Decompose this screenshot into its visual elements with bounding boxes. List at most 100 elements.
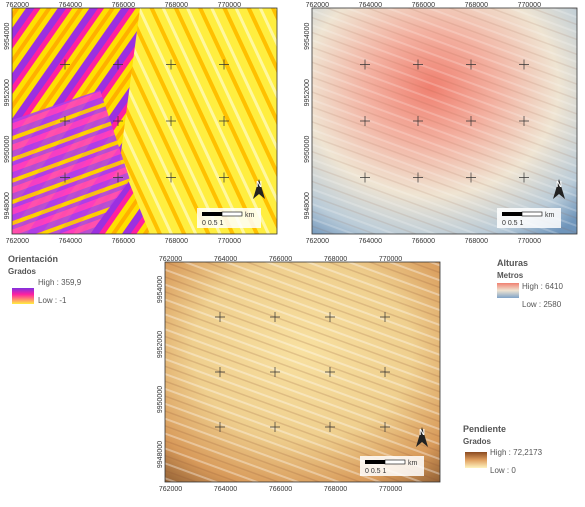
scale-labels: 0 0.5 1 [365, 468, 387, 475]
y-coordinate: 9950000 [304, 136, 311, 163]
x-coordinate: 768000 [165, 238, 188, 245]
legend-unit: Grados [463, 437, 492, 446]
scale-unit: km [245, 212, 255, 219]
crosshair [466, 59, 476, 70]
north-arrow [416, 427, 428, 447]
crosshair [466, 172, 476, 183]
crosshair [270, 312, 280, 322]
crosshair [60, 59, 70, 70]
crosshair [413, 116, 423, 126]
north-label: N [556, 180, 562, 189]
x-coordinate: 768000 [324, 256, 347, 263]
y-coordinate: 9952000 [304, 79, 311, 106]
x-coordinate: 770000 [518, 2, 541, 9]
y-coordinate: 9948000 [304, 192, 311, 219]
legend-high: High : 359,9 [38, 278, 82, 287]
crosshair [380, 312, 390, 322]
x-coordinate: 762000 [306, 238, 329, 245]
crosshair [360, 172, 370, 183]
legend-low: Low : -1 [38, 296, 67, 305]
crosshair [360, 116, 370, 126]
crosshair [270, 422, 280, 432]
crosshair [215, 367, 225, 377]
crosshair [325, 422, 335, 432]
legend-title: Orientación [8, 254, 58, 264]
legend-unit: Metros [497, 271, 524, 280]
crosshair [325, 367, 335, 377]
x-coordinate: 762000 [6, 238, 29, 245]
aspect-map [11, 7, 278, 235]
x-coordinate: 768000 [465, 238, 488, 245]
crosshair [270, 367, 280, 377]
slope-map [164, 261, 441, 483]
y-coordinate: 9950000 [157, 386, 164, 413]
legend-unit: Grados [8, 267, 37, 276]
crosshair [60, 172, 70, 183]
scale-labels: 0 0.5 1 [202, 220, 224, 227]
crosshair [166, 116, 176, 126]
x-coordinate: 768000 [165, 2, 188, 9]
crosshair [219, 172, 229, 183]
legend-low: Low : 0 [490, 466, 516, 475]
crosshair [166, 59, 176, 70]
crosshair [380, 422, 390, 432]
legend-title: Pendiente [463, 424, 506, 434]
legend-title: Alturas [497, 258, 528, 268]
y-coordinate: 9954000 [157, 276, 164, 303]
x-coordinate: 766000 [112, 238, 135, 245]
legend-ramp [497, 283, 519, 298]
x-coordinate: 764000 [59, 2, 82, 9]
x-coordinate: 770000 [518, 238, 541, 245]
north-arrow [553, 179, 565, 199]
crosshair [325, 312, 335, 322]
crosshair [113, 59, 123, 70]
scale-unit: km [408, 460, 418, 467]
elevation-map [311, 7, 578, 235]
x-coordinate: 764000 [359, 2, 382, 9]
x-coordinate: 762000 [159, 486, 182, 493]
scale-unit: km [545, 212, 555, 219]
x-coordinate: 770000 [379, 256, 402, 263]
x-coordinate: 764000 [214, 486, 237, 493]
y-coordinate: 9954000 [4, 23, 11, 50]
crosshair [360, 59, 370, 70]
scale-bar [365, 460, 385, 464]
scale-bar [221, 211, 243, 217]
x-coordinate: 768000 [465, 2, 488, 9]
x-coordinate: 766000 [412, 238, 435, 245]
scale-bar [502, 212, 522, 216]
scale-labels: 0 0.5 1 [502, 220, 524, 227]
x-coordinate: 770000 [379, 486, 402, 493]
x-coordinate: 768000 [324, 486, 347, 493]
y-coordinate: 9952000 [157, 331, 164, 358]
crosshair [519, 172, 529, 183]
y-coordinate: 9950000 [4, 136, 11, 163]
crosshair [60, 116, 70, 126]
scale-bar [521, 211, 543, 217]
legend-high: High : 72,2173 [490, 448, 543, 457]
x-coordinate: 766000 [269, 486, 292, 493]
legend-ramp [465, 452, 487, 468]
y-coordinate: 9948000 [4, 192, 11, 219]
x-coordinate: 762000 [159, 256, 182, 263]
crosshair [113, 116, 123, 126]
y-coordinate: 9954000 [304, 23, 311, 50]
scale-bar [202, 212, 222, 216]
north-label: N [256, 180, 262, 189]
legend-high: High : 6410 [522, 282, 563, 291]
crosshair [519, 116, 529, 126]
crosshair [219, 59, 229, 70]
x-coordinate: 764000 [359, 238, 382, 245]
crosshair [380, 367, 390, 377]
crosshair [219, 116, 229, 126]
crosshair [215, 312, 225, 322]
crosshair [413, 59, 423, 70]
crosshair [466, 116, 476, 126]
y-coordinate: 9952000 [4, 79, 11, 106]
north-arrow [253, 179, 265, 199]
crosshair [519, 59, 529, 70]
legend-low: Low : 2580 [522, 300, 562, 309]
legend-ramp [12, 288, 34, 304]
x-coordinate: 764000 [214, 256, 237, 263]
